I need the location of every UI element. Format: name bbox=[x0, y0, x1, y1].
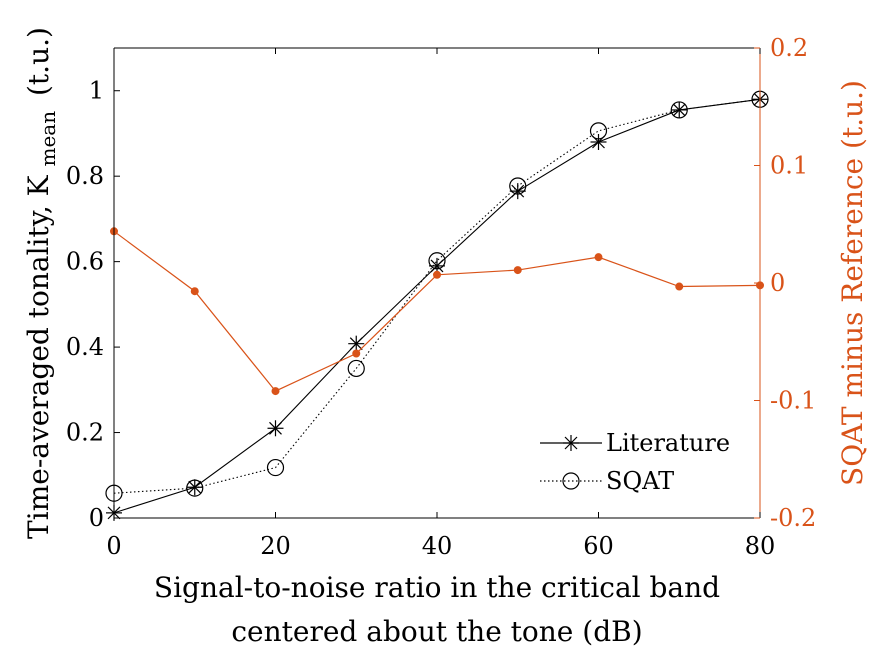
legend-literature-label: Literature bbox=[606, 429, 730, 457]
left-tick-label: 1 bbox=[89, 77, 104, 105]
ticks-layer: 0 20 40 60 80 0 0.2 0.4 0.6 0.8 1 -0.2 -0.1 0 0.1 0.2 bbox=[66, 34, 816, 560]
x-tick-label: 80 bbox=[745, 532, 776, 560]
legend-sqat-label: SQAT bbox=[606, 467, 674, 495]
data-point-difference bbox=[594, 253, 603, 262]
x-tick-label: 0 bbox=[106, 532, 121, 560]
data-point-literature bbox=[671, 101, 688, 118]
right-tick-label: 0.2 bbox=[770, 34, 808, 62]
x-tick-label: 60 bbox=[583, 532, 614, 560]
data-point-difference bbox=[513, 266, 522, 275]
right-tick-label: -0.1 bbox=[770, 387, 816, 415]
x-tick-label: 40 bbox=[422, 532, 453, 560]
data-point-difference bbox=[352, 349, 361, 358]
data-point-difference bbox=[190, 287, 199, 296]
data-point-literature bbox=[267, 420, 284, 437]
right-tick-label: 0.1 bbox=[770, 152, 808, 180]
left-tick-label: 0.4 bbox=[66, 333, 104, 361]
legend: Literature SQAT bbox=[540, 429, 730, 495]
data-point-literature bbox=[186, 479, 203, 496]
series-line-1 bbox=[113, 98, 761, 494]
legend-literature-marker bbox=[563, 435, 579, 451]
data-point-difference bbox=[271, 387, 280, 396]
data-point-difference bbox=[675, 282, 684, 291]
left-axis-label-unit: (t.u.) bbox=[22, 27, 55, 96]
left-tick-label: 0.2 bbox=[66, 419, 104, 447]
left-tick-label: 0.6 bbox=[66, 248, 104, 276]
data-point-sqat bbox=[428, 252, 446, 270]
right-axis-label: SQAT minus Reference (t.u.) bbox=[836, 80, 869, 486]
legend-sqat-marker bbox=[562, 472, 580, 490]
plot-area bbox=[114, 48, 760, 518]
x-axis-label-line2: centered about the tone (dB) bbox=[231, 615, 642, 648]
left-tick-label: 0.8 bbox=[66, 162, 104, 190]
right-tick-label: -0.2 bbox=[770, 504, 816, 532]
left-axis-label-main: Time-averaged tonality, K bbox=[22, 174, 55, 539]
data-point-sqat bbox=[589, 122, 608, 140]
right-tick-label: 0 bbox=[770, 269, 785, 297]
data-point-sqat bbox=[266, 458, 285, 477]
left-axis-label: Time-averaged tonality, K mean (t.u.) bbox=[22, 27, 62, 539]
x-tick-label: 20 bbox=[260, 532, 291, 560]
data-point-sqat bbox=[509, 177, 527, 195]
data-point-difference bbox=[433, 270, 441, 279]
data-point-sqat bbox=[186, 479, 204, 497]
left-tick-label: 0 bbox=[89, 504, 104, 532]
left-axis-label-sub: mean bbox=[36, 111, 60, 167]
data-point-literature bbox=[348, 335, 365, 352]
data-point-sqat bbox=[347, 359, 365, 378]
data-point-sqat bbox=[670, 101, 688, 119]
x-axis-label-line1: Signal-to-noise ratio in the critical ba… bbox=[154, 571, 720, 604]
